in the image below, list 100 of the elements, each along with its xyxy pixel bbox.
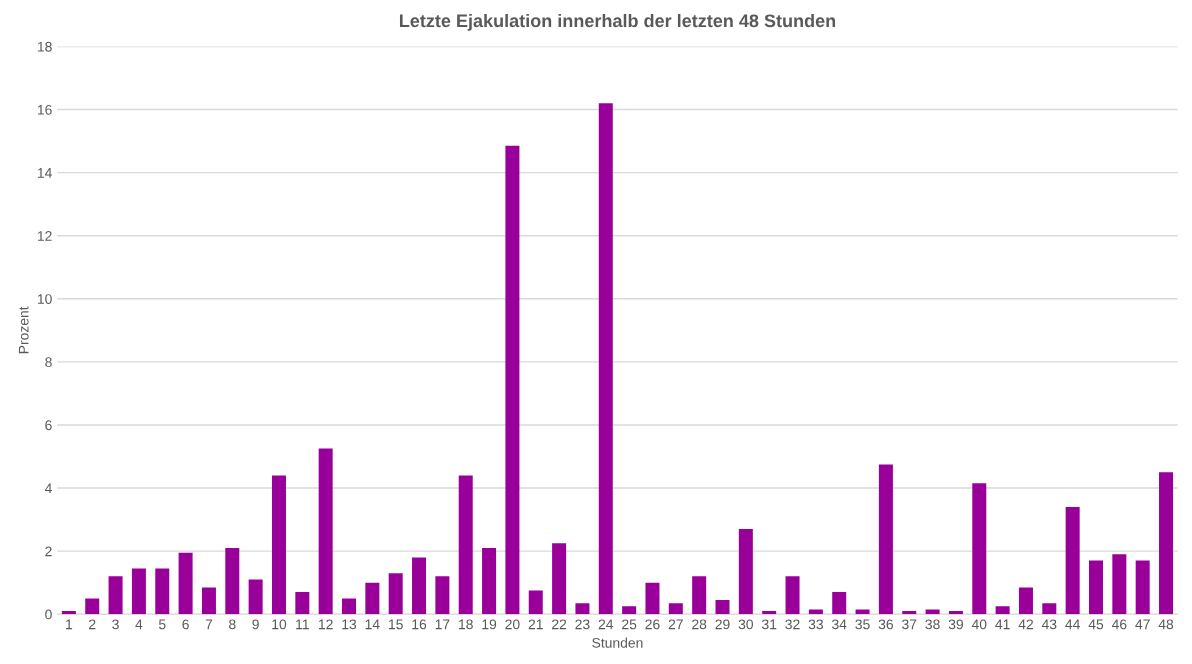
y-tick-label: 16 [37,104,52,115]
bar [85,598,100,615]
bar [762,611,777,615]
x-tick-label: 44 [1065,619,1080,630]
bar [855,609,870,615]
bar [948,611,963,615]
bar [61,611,76,615]
x-tick-label: 16 [412,619,427,630]
x-tick-label: 24 [598,619,614,630]
y-tick-label: 2 [45,546,52,557]
bar [155,568,170,615]
bar [482,547,497,615]
x-tick-label: 38 [925,619,940,630]
x-tick-label: 3 [112,619,119,630]
bar [295,592,310,615]
x-tick-label: 28 [692,619,707,630]
chart-title: Letzte Ejakulation innerhalb der letzten 48 Stunden [399,13,836,31]
bar [1088,560,1103,615]
x-tick-label: 35 [855,619,870,630]
bar [692,576,707,615]
bar [1159,472,1174,615]
bar [248,579,263,615]
x-tick-label: 26 [645,619,660,630]
x-tick-label: 1 [66,619,73,630]
bar [225,547,240,615]
bar [552,543,567,615]
bar [108,576,123,615]
x-tick-label: 46 [1111,619,1127,630]
x-tick-label: 7 [205,619,213,630]
bar [1042,603,1057,615]
x-axis-title: Stunden [592,637,643,648]
y-tick-label: 12 [37,231,52,241]
y-tick-label: 14 [37,168,52,178]
bar [388,573,403,615]
x-tick-label: 10 [272,619,287,630]
bar [412,557,427,615]
bar [995,606,1010,615]
bar [528,590,543,615]
x-tick-label: 23 [575,619,590,630]
x-tick-label: 22 [552,619,567,630]
x-tick-label: 20 [505,619,520,630]
x-tick-label: 4 [135,619,143,630]
bar [832,592,847,615]
x-tick-label: 8 [229,619,236,630]
y-tick-label: 10 [37,294,52,304]
bar [575,603,590,615]
bar [178,552,193,615]
x-tick-label: 2 [89,619,96,630]
x-tick-label: 29 [715,619,730,630]
bar [271,475,286,615]
x-tick-label: 18 [459,619,473,630]
x-tick-label: 40 [971,619,987,630]
x-tick-label: 42 [1018,619,1033,630]
bar [878,464,893,615]
x-tick-label: 31 [761,619,777,630]
bar [1018,587,1033,615]
y-tick-label: 4 [44,483,52,494]
x-tick-label: 30 [738,619,754,630]
x-tick-label: 21 [528,619,543,630]
bar [131,568,146,615]
bar [505,145,520,615]
x-tick-label: 33 [808,619,823,630]
x-tick-label: 45 [1088,619,1104,630]
bar [342,598,357,615]
bar [318,448,333,615]
bar [925,609,940,615]
x-tick-label: 41 [995,619,1010,630]
bar [365,582,380,615]
y-tick-label: 18 [37,41,52,52]
bar [458,475,473,615]
x-tick-label: 13 [342,619,357,630]
x-tick-label: 32 [785,619,800,630]
bar [738,529,753,615]
bar [808,609,823,615]
bar [972,483,987,615]
x-tick-label: 34 [832,619,847,630]
bar [645,582,660,615]
x-tick-label: 17 [435,619,450,630]
y-tick-label: 8 [45,357,52,368]
x-tick-label: 48 [1158,619,1174,630]
x-tick-label: 27 [668,619,683,630]
y-tick-label: 6 [45,420,52,431]
y-tick-label: 0 [45,609,52,620]
x-tick-label: 47 [1135,619,1150,630]
x-tick-label: 15 [389,619,403,630]
bar [1135,560,1150,615]
bar [622,606,637,615]
bar [1112,554,1127,615]
bar [668,603,683,615]
x-tick-label: 9 [252,619,259,630]
bar [902,611,917,615]
bar [598,103,613,615]
bar [435,576,450,615]
x-tick-label: 11 [296,619,309,630]
y-axis-title: Prozent [18,306,29,354]
x-tick-label: 5 [158,619,166,630]
x-tick-label: 36 [878,619,894,630]
x-tick-label: 12 [319,619,333,630]
bar [785,576,800,615]
bar [201,587,216,615]
